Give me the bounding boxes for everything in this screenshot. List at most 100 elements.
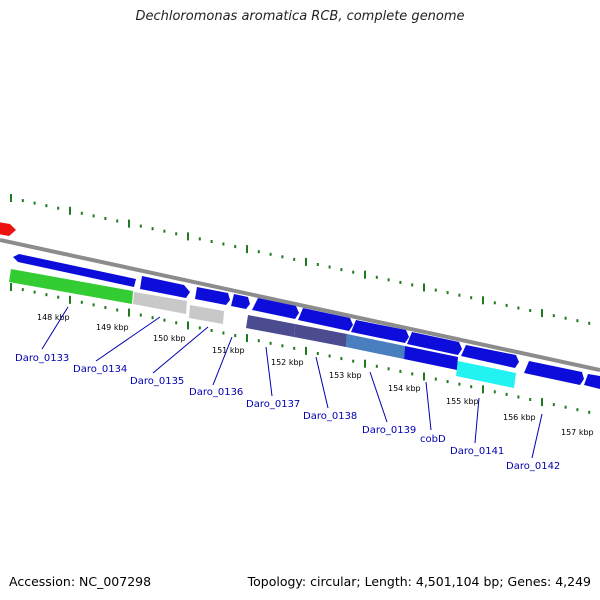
- minor-tick: [375, 275, 378, 279]
- cyan-feature[interactable]: [456, 361, 516, 388]
- minor-tick: [269, 341, 272, 345]
- major-tick: [482, 385, 484, 394]
- minor-tick: [505, 392, 508, 396]
- kbp-label: 152 kbp: [271, 358, 304, 367]
- genome-title: Dechloromonas aromatica RCB, complete ge…: [135, 9, 465, 24]
- minor-tick: [175, 232, 178, 236]
- minor-tick: [588, 321, 591, 325]
- top-gene-row: [13, 254, 600, 389]
- gene-arrow-top-9[interactable]: [461, 345, 519, 368]
- minor-tick: [293, 257, 296, 261]
- gene-label[interactable]: Daro_0138: [303, 411, 357, 422]
- major-tick: [69, 295, 71, 304]
- gene-label[interactable]: Daro_0137: [246, 399, 300, 410]
- minor-tick: [80, 211, 83, 215]
- green-feature[interactable]: [9, 269, 133, 304]
- gene-arrow-top-1[interactable]: [13, 254, 136, 287]
- gene-arrow-top-5[interactable]: [252, 298, 299, 319]
- minor-tick: [57, 295, 60, 299]
- purple-feature-1[interactable]: [246, 315, 295, 337]
- major-tick: [128, 219, 130, 228]
- minor-tick: [92, 303, 95, 307]
- gene-arrow-top-10[interactable]: [524, 361, 584, 385]
- gene-arrow-top-2[interactable]: [140, 276, 190, 298]
- gene-label[interactable]: Daro_0135: [130, 376, 184, 387]
- minor-tick: [45, 293, 48, 297]
- gene-label[interactable]: Daro_0142: [506, 461, 560, 472]
- minor-tick: [198, 237, 201, 241]
- minor-tick: [163, 229, 166, 233]
- minor-tick: [517, 395, 520, 399]
- minor-tick: [316, 352, 319, 355]
- genome-backbone: [0, 238, 600, 372]
- minor-tick: [222, 331, 225, 335]
- kbp-label: 150 kbp: [153, 334, 186, 343]
- minor-tick: [316, 263, 319, 266]
- major-tick: [423, 283, 425, 292]
- gene-label[interactable]: Daro_0141: [450, 446, 504, 457]
- gene-label[interactable]: Daro_0136: [189, 387, 243, 398]
- minor-tick: [33, 290, 36, 294]
- minor-tick: [576, 319, 579, 323]
- leader-line: [369, 371, 388, 423]
- major-tick: [10, 194, 12, 202]
- bottom-gene-row: [9, 269, 516, 388]
- kbp-label: 156 kbp: [503, 413, 536, 422]
- minor-tick: [576, 408, 579, 412]
- gray-feature-2[interactable]: [189, 305, 224, 324]
- leader-line: [531, 413, 543, 459]
- major-tick: [128, 308, 130, 317]
- gene-arrow-top-8[interactable]: [407, 332, 462, 355]
- gene-label[interactable]: Daro_0134: [73, 364, 127, 375]
- gene-label[interactable]: cobD: [420, 434, 446, 445]
- minor-tick: [446, 380, 449, 384]
- blue-feature[interactable]: [404, 346, 458, 370]
- inner-tick-band: [10, 283, 591, 414]
- outer-tick-band: [10, 194, 591, 325]
- gene-arrow-top-7[interactable]: [351, 320, 409, 343]
- minor-tick: [529, 309, 532, 312]
- gene-arrow-top-4[interactable]: [231, 294, 250, 309]
- minor-tick: [434, 377, 437, 381]
- kbp-label: 157 kbp: [561, 428, 594, 437]
- minor-tick: [328, 265, 331, 269]
- gray-feature-1[interactable]: [133, 292, 187, 314]
- minor-tick: [139, 313, 142, 317]
- gene-label[interactable]: Daro_0133: [15, 353, 69, 364]
- minor-tick: [139, 224, 142, 228]
- minor-tick: [222, 242, 225, 246]
- minor-tick: [352, 270, 355, 274]
- leader-line: [41, 306, 69, 350]
- major-tick: [364, 359, 366, 368]
- gene-arrow-top-3[interactable]: [195, 287, 230, 305]
- minor-tick: [234, 245, 237, 249]
- major-tick: [187, 232, 189, 241]
- minor-tick: [470, 385, 473, 389]
- minor-tick: [151, 227, 154, 231]
- genome-summary-text: Topology: circular; Length: 4,501,104 bp…: [247, 574, 591, 589]
- minor-tick: [234, 334, 237, 338]
- gene-label[interactable]: Daro_0139: [362, 425, 416, 436]
- minor-tick: [80, 300, 83, 304]
- major-tick: [10, 283, 12, 291]
- minor-tick: [104, 306, 107, 309]
- minor-tick: [529, 398, 532, 401]
- minor-tick: [21, 199, 24, 203]
- minor-tick: [470, 296, 473, 300]
- major-tick: [423, 372, 425, 381]
- gene-labels: Daro_0133 Daro_0134 Daro_0135 Daro_0136 …: [15, 353, 560, 472]
- minor-tick: [281, 255, 284, 259]
- minor-tick: [57, 206, 60, 210]
- purple-feature-2[interactable]: [294, 324, 347, 347]
- minor-tick: [340, 357, 343, 361]
- red-feature[interactable]: [0, 222, 16, 236]
- steelblue-feature[interactable]: [346, 334, 405, 359]
- gene-arrow-top-11[interactable]: [584, 374, 600, 389]
- minor-tick: [210, 329, 213, 332]
- gene-arrow-top-6[interactable]: [298, 308, 353, 331]
- minor-tick: [257, 339, 260, 343]
- accession-text: Accession: NC_007298: [9, 574, 152, 589]
- minor-tick: [45, 204, 48, 208]
- major-tick: [187, 321, 189, 330]
- major-tick: [364, 270, 366, 279]
